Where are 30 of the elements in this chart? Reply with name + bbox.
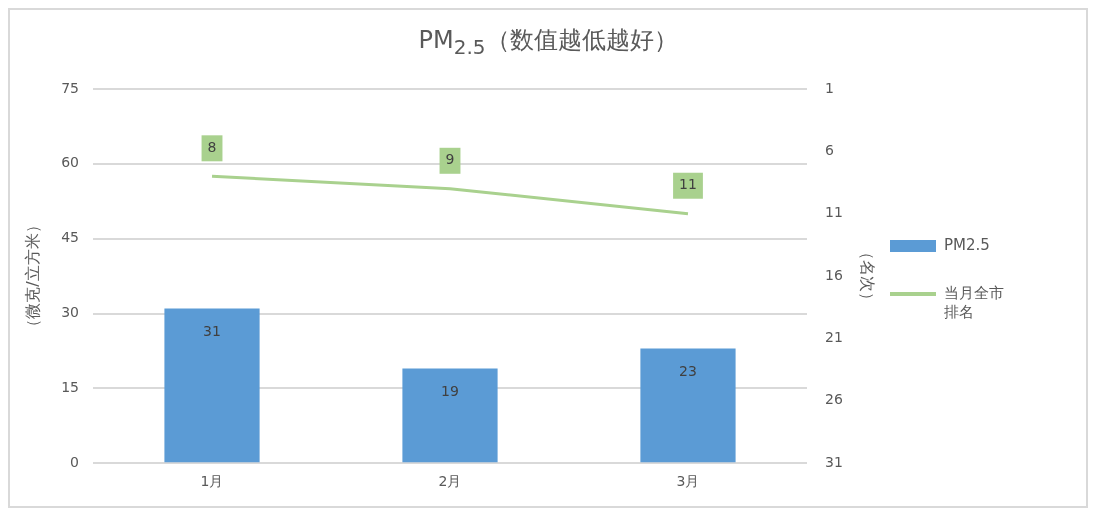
data-label: 11 [679,176,697,193]
y2-axis-title: （名次） [858,243,878,308]
bar [402,368,498,462]
y2-tick-label: 11 [824,204,843,221]
y-axis-title: （微克/立方米） [22,217,42,335]
x-tick-label: 3月 [676,473,700,490]
y-tick-label: 75 [61,79,80,96]
legend-label: 当月全市排名 [944,283,1005,322]
legend-label: PM2.5 [944,235,991,254]
data-label: 31 [203,322,221,339]
bar [164,308,260,462]
y2-tick-label: 16 [824,266,843,283]
data-label: 23 [679,362,697,379]
y2-tick-label: 21 [824,328,843,345]
x-tick-label: 2月 [438,473,462,490]
y-tick-label: 0 [70,453,80,470]
y-tick-label: 45 [61,229,80,246]
y2-tick-label: 1 [824,79,834,96]
y2-tick-label: 6 [824,141,834,158]
data-label: 19 [441,382,459,399]
y-tick-label: 15 [61,378,80,395]
bar [640,348,736,462]
chart-title: PM$_{2.5}$（数值越低越好） [417,25,679,59]
data-label: 8 [207,138,217,155]
y-tick-label: 60 [61,154,80,171]
x-tick-label: 1月 [200,473,224,490]
data-label: 9 [445,151,455,168]
y2-tick-label: 31 [824,453,843,470]
y-tick-label: 30 [61,303,80,320]
y2-tick-label: 26 [824,391,843,408]
